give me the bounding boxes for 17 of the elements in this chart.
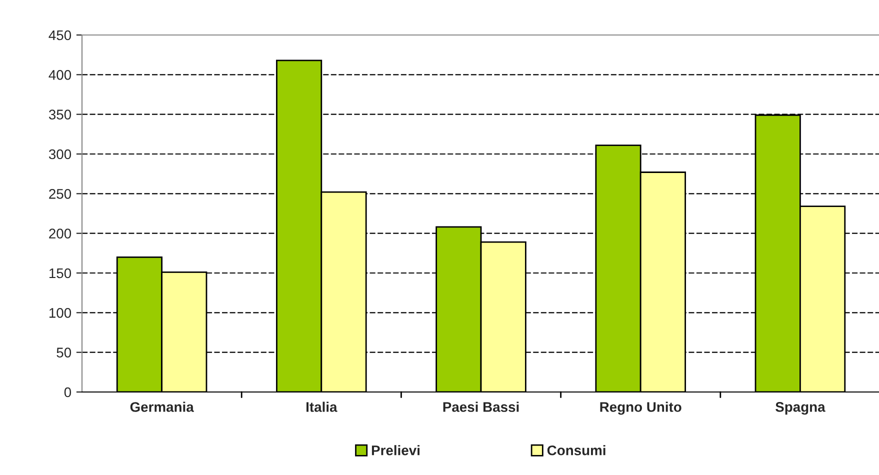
x-tick-label: Regno Unito xyxy=(600,402,682,415)
y-tick-label: 50 xyxy=(56,348,72,358)
legend-label: Consumi xyxy=(547,445,606,456)
y-tick-label: 200 xyxy=(49,228,72,239)
y-tick-label: 100 xyxy=(49,308,72,318)
x-tick-label: Paesi Bassi xyxy=(443,402,519,412)
y-tick-label: 300 xyxy=(48,149,72,160)
x-tick-label: Germania xyxy=(130,402,194,412)
x-tick-label: Spagna xyxy=(776,402,826,415)
y-tick-label: 400 xyxy=(48,70,72,80)
y-tick-label: 450 xyxy=(48,30,72,40)
y-tick-label: 350 xyxy=(48,110,72,120)
y-tick-label: 250 xyxy=(49,189,72,199)
y-tick-label: 150 xyxy=(49,268,72,278)
legend-label: Prelievi xyxy=(372,445,420,456)
x-tick-label: Italia xyxy=(306,402,338,412)
y-tick-label: 0 xyxy=(64,387,72,398)
